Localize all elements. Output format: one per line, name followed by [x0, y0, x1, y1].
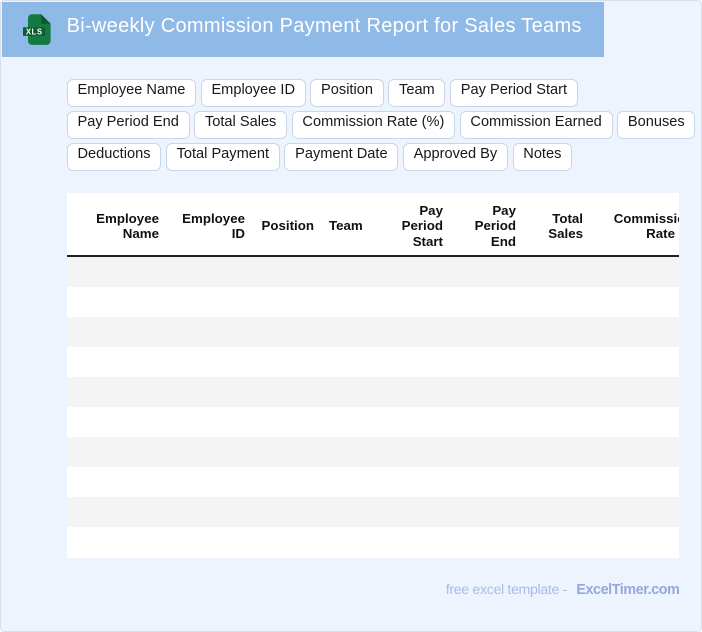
svg-text:XLS: XLS: [26, 28, 43, 37]
